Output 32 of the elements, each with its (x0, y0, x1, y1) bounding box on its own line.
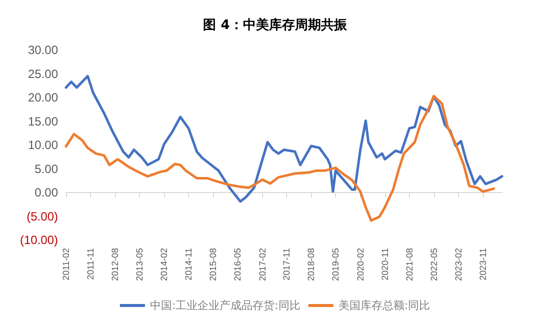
y-tick-label: 0.00 (34, 186, 58, 200)
x-tick-label: 2016-05 (232, 248, 243, 282)
x-tick-label: 2018-08 (306, 248, 316, 282)
x-tick-label: 2013-05 (134, 248, 144, 282)
x-tick-label: 2023-11 (478, 248, 488, 280)
y-tick-label: 25.00 (28, 66, 58, 81)
y-tick-label: (10.00) (20, 233, 58, 247)
x-tick-label: 2019-05 (330, 248, 341, 282)
legend-label: 美国库存总额:同比 (338, 299, 430, 312)
x-tick-label: 2023-02 (453, 248, 464, 282)
y-tick-label: 20.00 (28, 90, 58, 104)
x-tick-label: 2020-02 (355, 248, 366, 282)
x-tick-label: 2017-02 (257, 248, 268, 282)
line-series (64, 94, 496, 222)
y-tick-label: (5.00) (26, 209, 58, 224)
x-tick-label: 2014-02 (159, 248, 170, 282)
y-tick-label: 10.00 (28, 138, 58, 152)
x-tick-label: 2020-11 (380, 248, 390, 280)
y-tick-label: 30.00 (28, 43, 58, 57)
chart-title: 图 4：中美库存周期共振 (203, 17, 348, 33)
x-tick-label: 2015-08 (208, 248, 218, 282)
legend-label: 中国:工业企业产成品存货:同比 (150, 299, 300, 312)
x-tick-label: 2011-11 (85, 248, 96, 280)
x-tick-label: 2014-11 (184, 248, 194, 280)
x-tick-label: 2011-02 (61, 248, 71, 280)
x-tick-label: 2017-11 (282, 248, 292, 280)
y-tick-label: 5.00 (34, 162, 58, 176)
x-tick-label: 2022-05 (428, 248, 439, 282)
x-tick-label: 2012-08 (110, 248, 120, 282)
y-tick-label: 15.00 (28, 114, 58, 128)
x-tick-label: 2021-08 (404, 248, 414, 282)
line-series (64, 74, 504, 203)
